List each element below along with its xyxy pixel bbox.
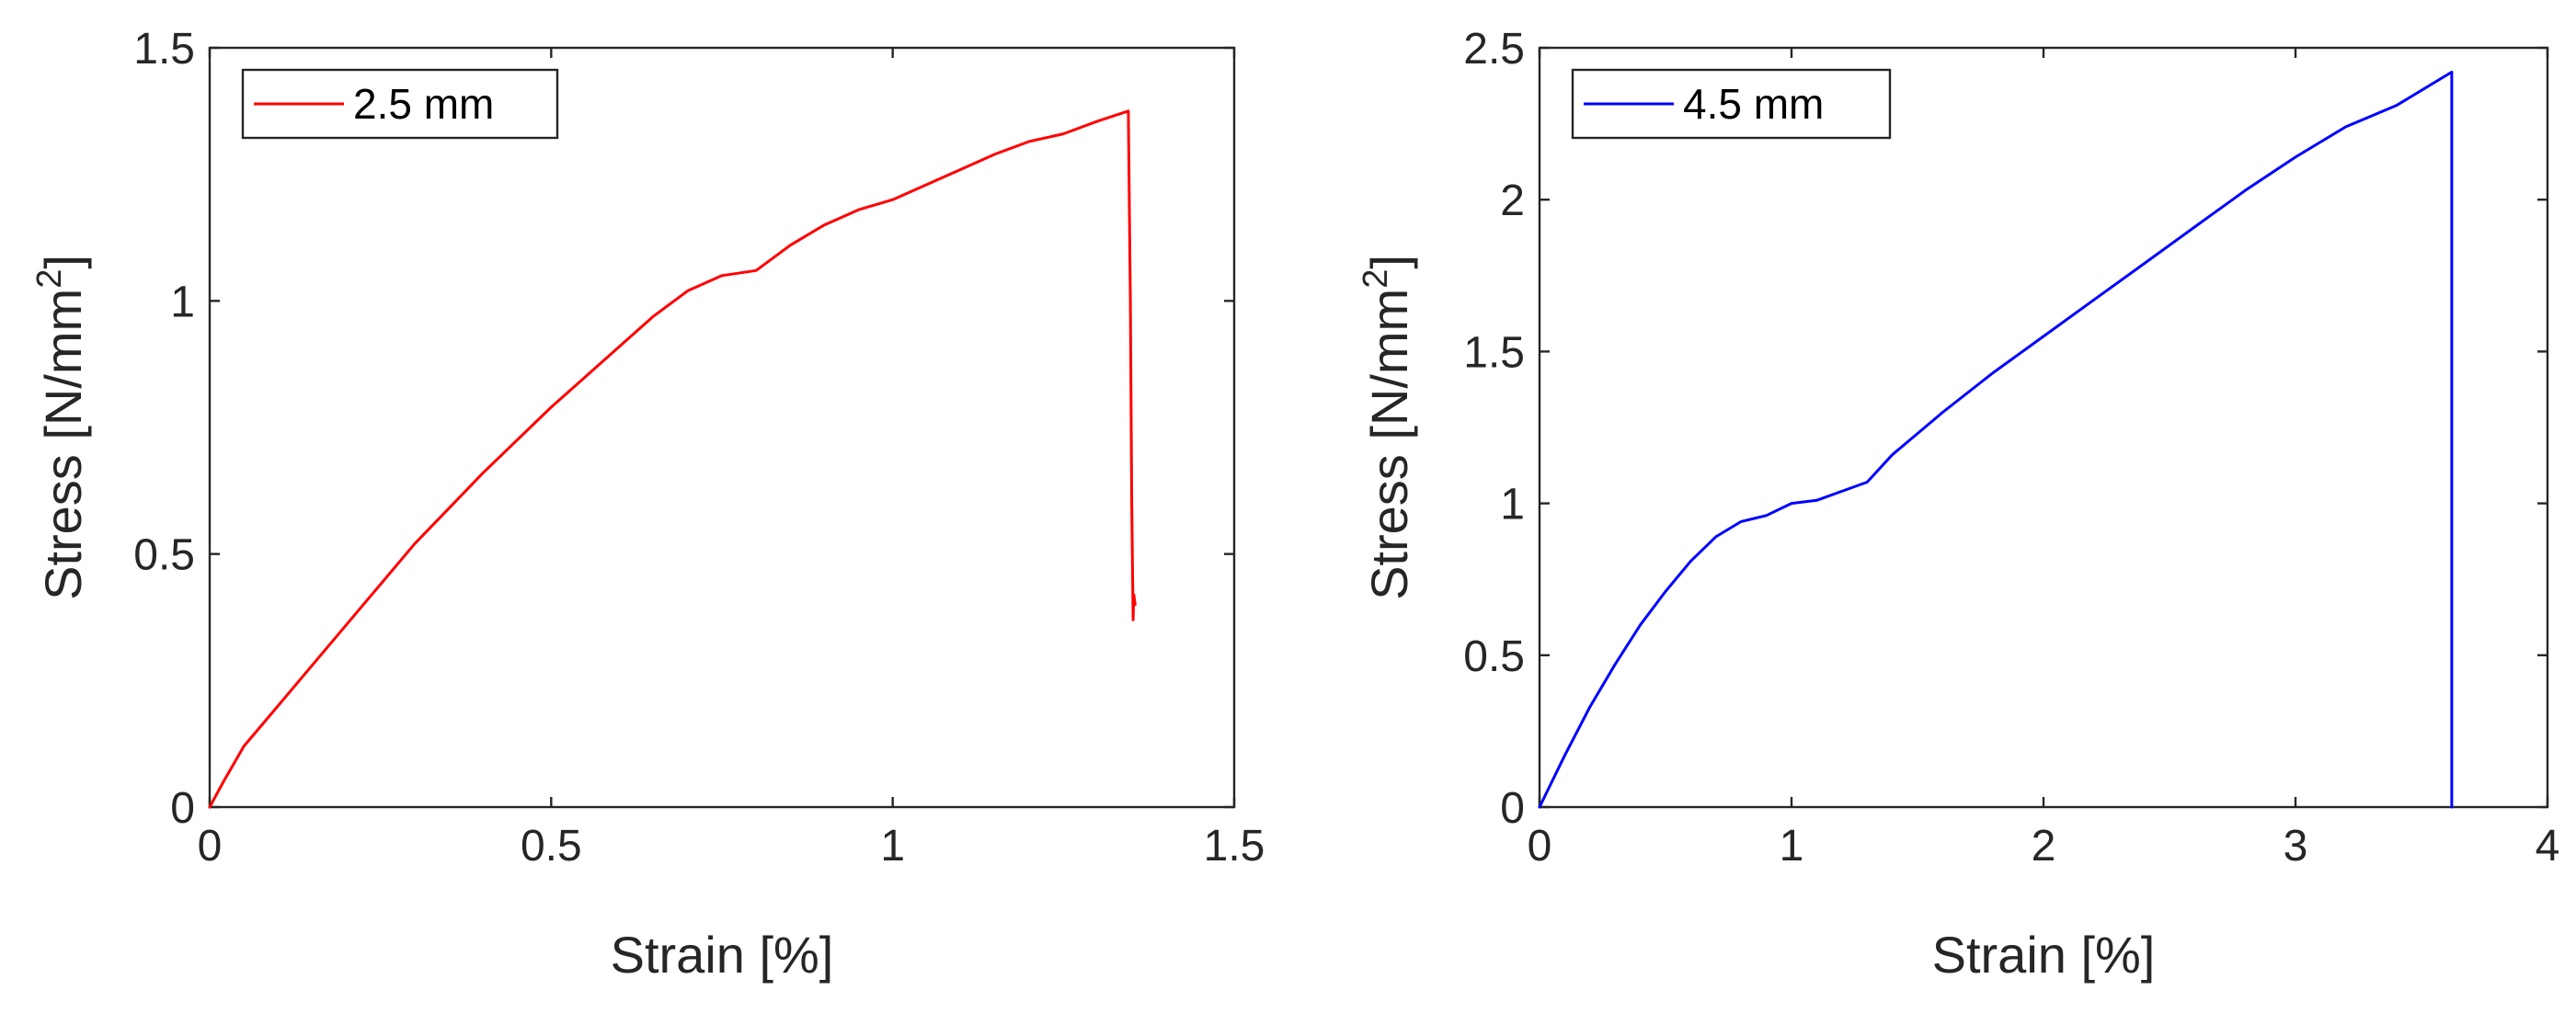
right-series-line: [1538, 70, 2454, 809]
left-y-tick-label: 0.5: [133, 531, 195, 580]
left-x-axis-title: Strain [%]: [611, 926, 834, 984]
right-x-axis-title: Strain [%]: [1932, 926, 2156, 984]
left-y-tick-label: 0: [170, 784, 195, 833]
left-x-tick-label: 1.5: [1204, 822, 1265, 871]
chart-left: 0 0.5 1 1.5 0 0.5 1 1.5 Strain [%] Stress [N/mm2]…: [30, 25, 1265, 984]
right-x-tick-label: 1: [1780, 822, 1804, 871]
right-legend-label: 4.5 mm: [1683, 80, 1824, 128]
right-x-tick-label: 4: [2536, 822, 2560, 871]
right-x-tick-label: 2: [2032, 822, 2056, 871]
left-x-tick-label: 1: [880, 822, 905, 871]
left-y-axis-title: Stress [N/mm2]: [30, 255, 92, 600]
right-x-tick-label: 3: [2284, 822, 2308, 871]
left-y-tick-label: 1: [170, 278, 195, 326]
left-axes-box: [208, 46, 1236, 809]
right-y-axis-title: Stress [N/mm2]: [1357, 255, 1418, 600]
chart-right: 0 1 2 3 4 0 0.5 1 1.5 2 2.5 Strain [%] Stress [N/mm2…: [1357, 25, 2559, 984]
right-y-tick-label: 2.5: [1463, 25, 1525, 74]
right-y-tick-label: 0: [1500, 784, 1525, 833]
left-x-tick-label: 0.5: [521, 822, 582, 871]
left-series-line: [208, 109, 1137, 809]
right-y-tick-label: 1.5: [1463, 328, 1525, 377]
right-x-tick-label: 0: [1528, 822, 1552, 871]
right-axes-box: [1538, 46, 2549, 809]
right-y-tick-label: 1: [1500, 481, 1525, 529]
right-y-tick-label: 2: [1500, 176, 1525, 225]
right-y-tick-label: 0.5: [1463, 632, 1525, 681]
left-x-tick-label: 0: [198, 822, 223, 871]
left-legend-label: 2.5 mm: [353, 80, 494, 128]
left-y-tick-label: 1.5: [133, 25, 195, 74]
